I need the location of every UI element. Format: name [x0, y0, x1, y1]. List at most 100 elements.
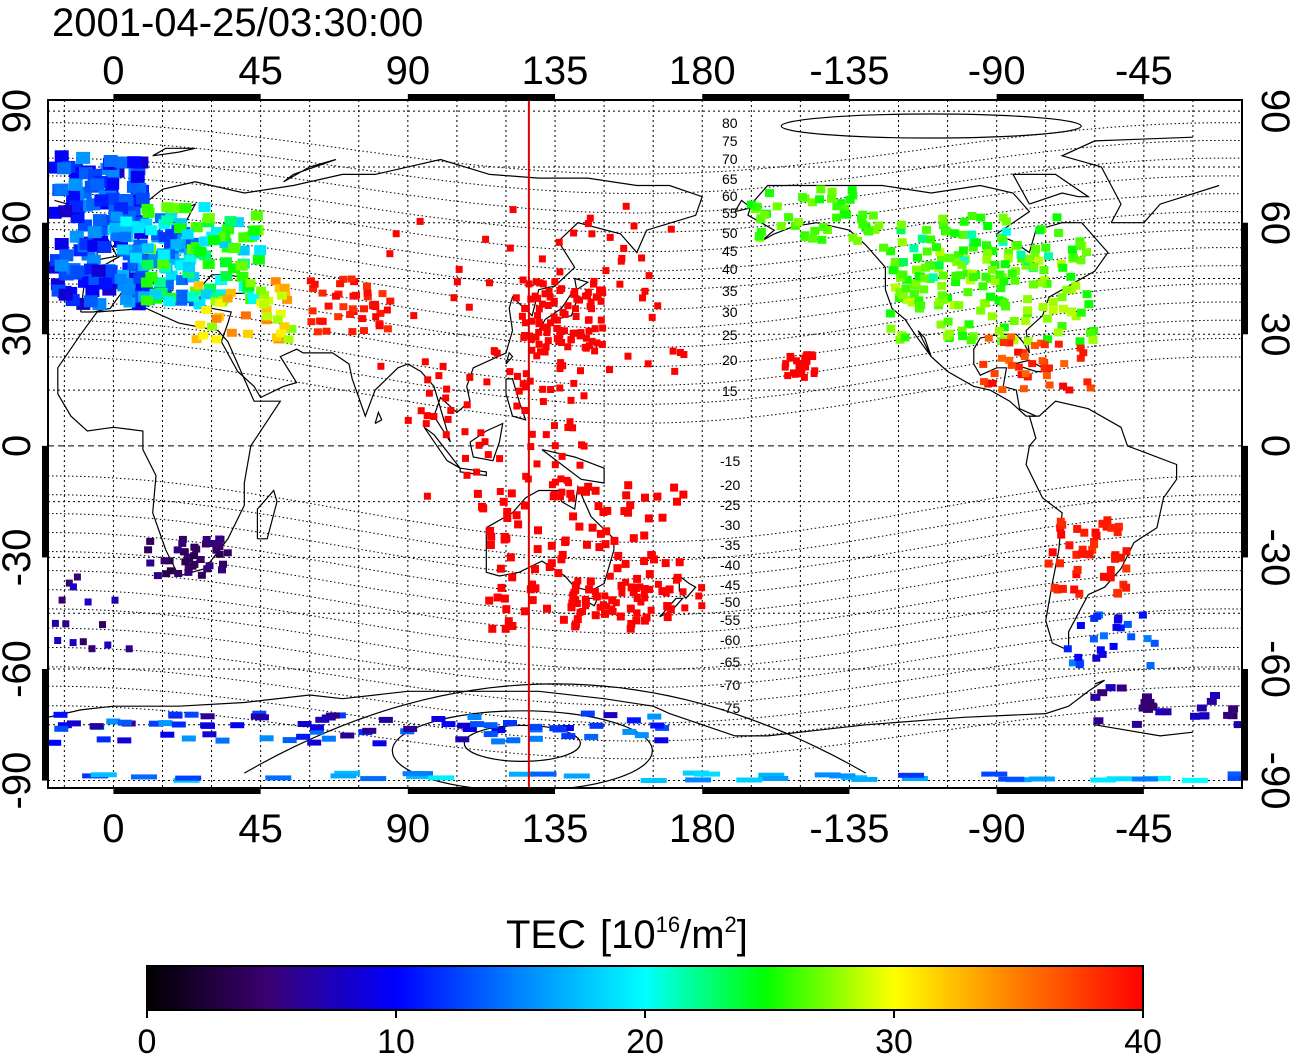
coastline-svalbard — [152, 147, 196, 157]
tec-cell — [174, 570, 183, 577]
tec-cell — [641, 594, 649, 602]
tec-cell — [360, 776, 387, 782]
tec-cell — [902, 275, 912, 284]
colorbar — [146, 965, 1144, 1011]
tec-cell — [521, 407, 529, 414]
south-dip-contour — [391, 710, 653, 788]
tec-cell — [616, 280, 624, 288]
tec-cell — [120, 224, 133, 235]
tec-cell — [416, 217, 424, 225]
tec-cell — [667, 225, 675, 233]
tec-cell — [896, 226, 906, 235]
tec-cell — [983, 248, 992, 257]
tec-cell — [658, 513, 667, 522]
tec-cell — [907, 298, 917, 307]
tec-cell — [598, 341, 606, 348]
tec-cell — [839, 210, 849, 219]
tec-cell — [1098, 650, 1107, 658]
tec-cell — [943, 317, 953, 326]
tec-cell — [645, 272, 653, 280]
tec-cell — [567, 603, 576, 612]
tec-cell — [663, 613, 672, 622]
tec-cell — [746, 200, 756, 209]
tec-cell — [318, 289, 327, 297]
tec-cell — [1012, 241, 1022, 249]
tec-cell — [544, 337, 552, 345]
tec-cell — [589, 722, 604, 729]
tec-cell — [995, 270, 1005, 279]
tec-cell — [534, 294, 542, 302]
tec-cell — [541, 290, 549, 298]
tec-cell — [568, 599, 576, 607]
tec-cell — [1043, 335, 1052, 344]
tec-cell — [1035, 226, 1045, 235]
tec-cell — [201, 306, 212, 314]
tec-cell — [504, 617, 513, 626]
dip-contour — [48, 139, 1242, 195]
longitude-tick-label: 180 — [669, 807, 736, 851]
tec-cell — [104, 641, 112, 649]
tec-cell — [1075, 661, 1084, 669]
tec-cell — [1030, 342, 1039, 349]
tec-cell — [1007, 361, 1016, 369]
dip-label: 60 — [722, 188, 738, 204]
tec-cell — [633, 609, 641, 617]
tec-cell — [65, 579, 73, 587]
tec-cell — [544, 302, 552, 309]
tec-cell — [483, 722, 498, 729]
tec-cell — [360, 327, 368, 335]
tec-cell — [208, 540, 217, 547]
tec-cell — [853, 236, 862, 245]
tec-cell — [53, 711, 68, 718]
tec-cell — [1113, 616, 1122, 624]
tec-cell — [802, 352, 810, 360]
dip-label: -50 — [720, 594, 740, 610]
tec-cell — [1041, 243, 1051, 252]
tec-cell — [96, 736, 111, 743]
tec-cell — [909, 244, 919, 253]
tec-cell — [358, 315, 367, 323]
tec-cell — [847, 186, 857, 195]
longitude-tick-label: 0 — [102, 807, 124, 851]
tec-cell — [586, 577, 595, 586]
tec-cell — [528, 735, 543, 742]
longitude-tick-label: 45 — [238, 807, 283, 851]
tec-cell — [550, 313, 558, 321]
tec-cell — [756, 227, 766, 236]
tec-cell — [1106, 566, 1115, 575]
tec-cell — [888, 266, 898, 275]
colorbar-tick-label: 10 — [377, 1023, 415, 1057]
tec-cell — [493, 349, 501, 357]
tec-cell — [951, 271, 961, 280]
tec-cell — [316, 317, 325, 325]
tec-cell — [193, 281, 204, 290]
tec-cell — [564, 302, 572, 310]
tec-cell — [669, 347, 677, 355]
tec-cell — [1098, 519, 1107, 528]
tec-cell — [1131, 720, 1142, 728]
tec-cell — [629, 534, 638, 543]
tec-cell — [1088, 545, 1097, 554]
tec-cell — [507, 489, 516, 498]
tec-cell — [308, 307, 317, 315]
tec-cell — [1045, 364, 1053, 372]
tec-cell — [602, 267, 610, 275]
tec-cell — [901, 776, 928, 781]
tec-cell — [998, 386, 1007, 394]
tec-cell — [858, 220, 868, 229]
tec-cell — [648, 313, 656, 321]
tec-cell — [378, 290, 387, 298]
map-frame — [47, 99, 1243, 789]
tec-cell — [815, 195, 824, 204]
dip-label: 80 — [722, 115, 738, 131]
tec-cell — [462, 726, 477, 732]
tec-cell — [596, 529, 605, 538]
tec-cell — [54, 725, 69, 732]
tec-cell — [141, 259, 154, 270]
tec-cell — [196, 556, 205, 563]
tec-cell — [638, 254, 646, 262]
tec-cell — [506, 553, 515, 562]
tec-cell — [386, 250, 394, 258]
tec-cell — [640, 531, 649, 540]
tec-cell — [1034, 256, 1044, 265]
